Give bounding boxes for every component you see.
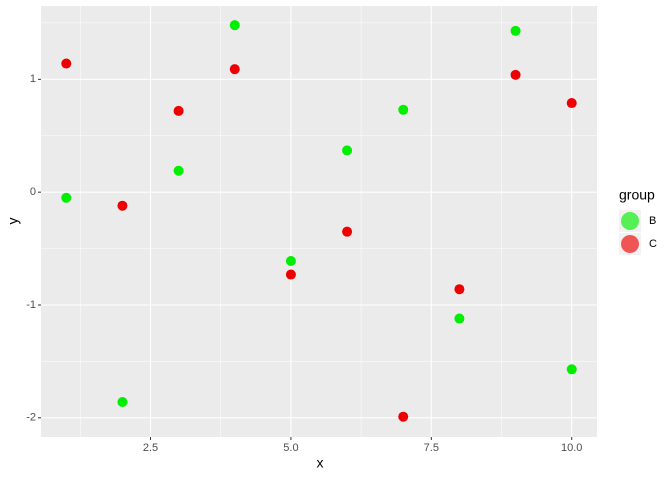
y-axis-title: y: [5, 218, 21, 225]
point: [61, 58, 72, 69]
point: [342, 226, 353, 237]
point: [117, 397, 128, 408]
point: [566, 98, 577, 109]
point: [61, 192, 72, 203]
x-axis-title: x: [317, 455, 324, 471]
legend-key: [621, 235, 639, 253]
y-tick-label: -2: [26, 412, 36, 424]
y-tick-label: 1: [30, 73, 36, 85]
x-tick-label: 2.5: [143, 442, 158, 454]
legend-label: C: [649, 238, 657, 250]
panel-background: [41, 6, 597, 437]
point: [173, 105, 184, 116]
point: [566, 364, 577, 375]
legend-key: [621, 212, 639, 230]
point: [117, 200, 128, 211]
point: [510, 25, 521, 36]
point: [229, 20, 240, 31]
point: [510, 69, 521, 80]
legend-label: B: [649, 215, 656, 227]
point: [285, 255, 296, 266]
y-tick-label: 0: [30, 186, 36, 198]
point: [454, 313, 465, 324]
point: [398, 411, 409, 422]
y-tick-label: -1: [26, 299, 36, 311]
point: [342, 145, 353, 156]
legend-title: group: [619, 187, 655, 203]
x-tick-label: 7.5: [424, 442, 439, 454]
x-tick-label: 5.0: [283, 442, 298, 454]
x-tick-label: 10.0: [561, 442, 582, 454]
point: [454, 284, 465, 295]
point: [229, 64, 240, 75]
point: [398, 104, 409, 115]
point: [285, 269, 296, 280]
point: [173, 165, 184, 176]
